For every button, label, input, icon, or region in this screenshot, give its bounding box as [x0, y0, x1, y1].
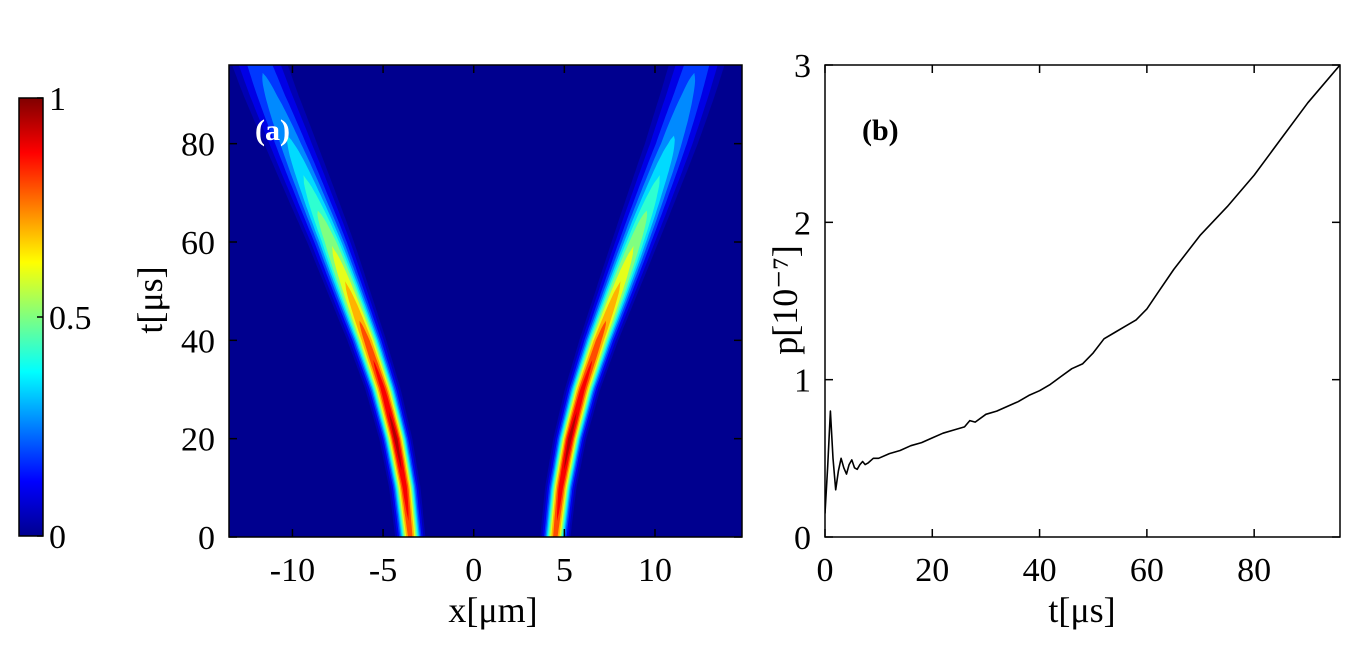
panel-a-xlabel: x[μm] — [448, 590, 537, 630]
panel-b-ytick-label: 1 — [794, 363, 811, 400]
heatmap-beams — [232, 65, 725, 537]
panel-b-tag: (b) — [862, 114, 899, 147]
panel-a-ytick-label: 60 — [181, 225, 215, 262]
colorbar-tick-label: 1 — [49, 81, 66, 118]
panel-a-xtick-label: -5 — [369, 552, 397, 589]
beam-intensity-band — [247, 65, 422, 537]
beam-intensity-band — [259, 65, 419, 537]
colorbar: 00.51 — [18, 81, 92, 556]
beam-intensity-band — [547, 65, 697, 537]
panel-a-ytick-label: 20 — [181, 422, 215, 459]
panel-a-ylabel: t[μs] — [130, 266, 170, 333]
heatmap-beam — [232, 65, 426, 537]
panel-b-frame — [824, 64, 1341, 538]
panel-b-ytick-label: 3 — [794, 48, 811, 85]
panel-a-xtick-label: 0 — [465, 552, 482, 589]
panel-a-frame — [228, 64, 743, 538]
panel-b-xtick-label: 80 — [1237, 552, 1271, 589]
panel-a-xtick-label: 10 — [638, 552, 672, 589]
panel-a-xtick-label: -10 — [270, 552, 315, 589]
panel-b-xtick-label: 20 — [915, 552, 949, 589]
panel-b-xtick-label: 60 — [1130, 552, 1164, 589]
panel-a-xtick-label: 5 — [556, 552, 573, 589]
panel-b-ytick-label: 0 — [794, 520, 811, 557]
beam-intensity-band — [259, 65, 416, 537]
panel-b-xtick-label: 40 — [1023, 552, 1057, 589]
panel-a-ytick-label: 40 — [181, 323, 215, 360]
panel-b-line-chart: 0 20 40 60 80 0 1 2 3 (b) t[μs] p[10⁻⁷] — [765, 48, 1341, 630]
colorbar-tick-label: 0.5 — [49, 300, 92, 337]
panel-a-ytick-label: 80 — [181, 127, 215, 164]
panel-a-heatmap: -10 -5 0 5 10 0 20 40 60 80 (a) x[μm] t[μs] — [130, 64, 743, 630]
panel-a-tag: (a) — [255, 114, 290, 147]
colorbar-tick-label: 0 — [49, 519, 66, 556]
panel-b-plot-area — [825, 65, 1340, 537]
series-line — [825, 65, 1340, 514]
beam-intensity-band — [238, 65, 424, 537]
heatmap-beam — [540, 65, 725, 537]
panel-b-xtick-label: 0 — [817, 552, 834, 589]
panel-b-xlabel: t[μs] — [1048, 590, 1115, 630]
panel-b-ytick-label: 2 — [794, 205, 811, 242]
panel-a-ytick-label: 0 — [198, 520, 215, 557]
panel-b-ylabel: p[10⁻⁷] — [765, 245, 805, 355]
